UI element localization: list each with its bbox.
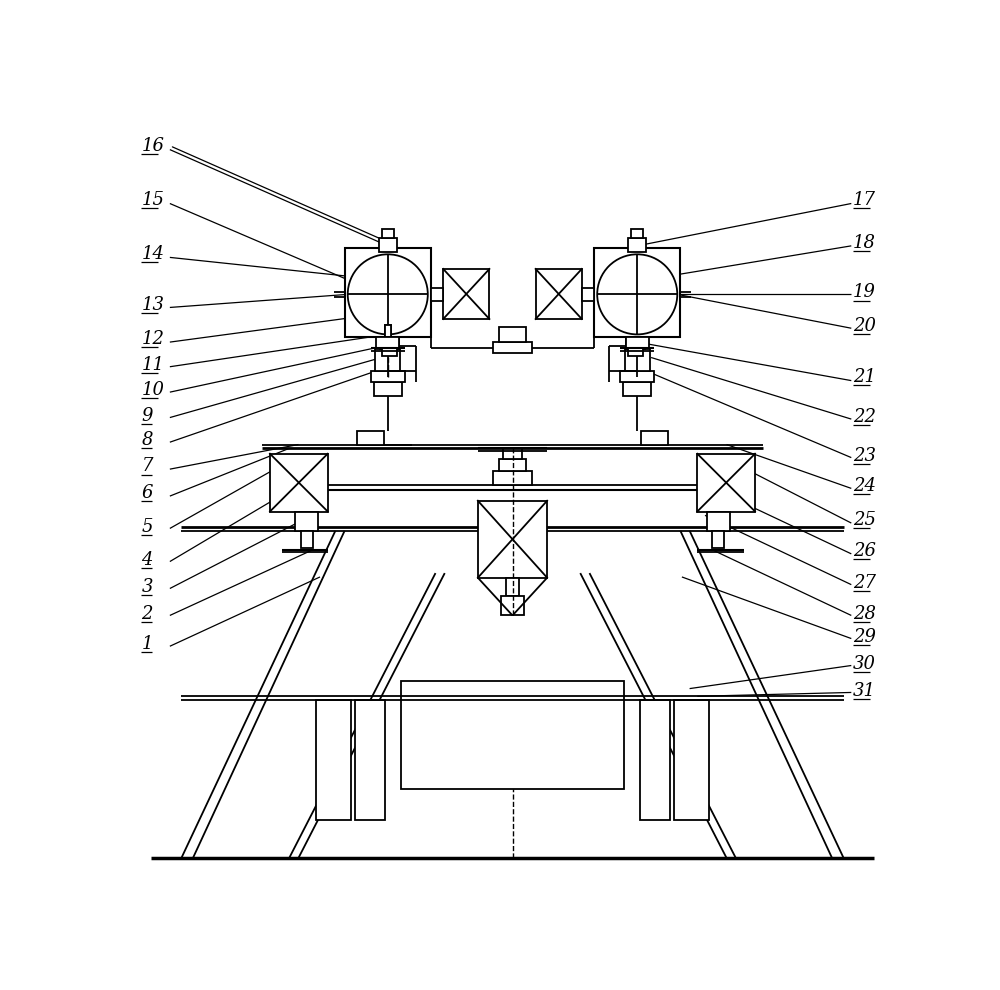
- Text: 16: 16: [141, 138, 164, 155]
- Bar: [625, 349, 650, 370]
- Bar: [674, 700, 709, 820]
- Text: 6: 6: [141, 484, 153, 502]
- Bar: [316, 700, 351, 820]
- Bar: [506, 578, 519, 596]
- Text: 27: 27: [853, 574, 876, 592]
- Bar: [707, 512, 730, 531]
- Text: 11: 11: [141, 355, 164, 374]
- Text: 7: 7: [141, 457, 153, 475]
- Bar: [712, 531, 724, 548]
- Text: 8: 8: [141, 432, 153, 449]
- Bar: [431, 288, 443, 301]
- Bar: [382, 229, 394, 239]
- Bar: [628, 239, 646, 252]
- Text: 19: 19: [853, 283, 876, 301]
- Text: 2: 2: [141, 605, 153, 624]
- Bar: [345, 248, 431, 337]
- Text: 24: 24: [853, 477, 876, 495]
- Bar: [641, 431, 668, 445]
- Bar: [379, 239, 397, 252]
- Bar: [640, 700, 670, 820]
- Circle shape: [597, 254, 677, 335]
- Text: 21: 21: [853, 368, 876, 386]
- Bar: [501, 596, 524, 616]
- Text: 30: 30: [853, 654, 876, 672]
- Text: 26: 26: [853, 543, 876, 560]
- Text: 9: 9: [141, 407, 153, 425]
- Bar: [374, 382, 402, 396]
- Bar: [382, 337, 397, 356]
- Text: 31: 31: [853, 681, 876, 700]
- Bar: [355, 700, 385, 820]
- Bar: [623, 382, 651, 396]
- Bar: [503, 448, 522, 459]
- Bar: [620, 370, 654, 382]
- Text: 3: 3: [141, 577, 153, 596]
- Bar: [385, 325, 391, 337]
- Bar: [631, 229, 643, 239]
- Bar: [493, 471, 532, 485]
- Bar: [295, 512, 318, 531]
- Bar: [357, 431, 384, 445]
- Bar: [493, 343, 532, 352]
- Bar: [536, 269, 582, 319]
- Bar: [626, 337, 645, 349]
- Bar: [301, 531, 313, 548]
- Text: 23: 23: [853, 446, 876, 464]
- Text: 5: 5: [141, 518, 153, 536]
- Circle shape: [348, 254, 428, 335]
- Bar: [697, 453, 755, 512]
- Text: 17: 17: [853, 191, 876, 209]
- Text: 13: 13: [141, 296, 164, 314]
- Bar: [499, 459, 526, 471]
- Bar: [401, 681, 624, 789]
- Bar: [594, 248, 680, 337]
- Text: 14: 14: [141, 245, 164, 263]
- Text: 28: 28: [853, 605, 876, 623]
- Text: 15: 15: [141, 191, 164, 209]
- Bar: [371, 370, 405, 382]
- Text: 4: 4: [141, 550, 153, 568]
- Bar: [375, 349, 400, 370]
- Text: 18: 18: [853, 235, 876, 252]
- Bar: [376, 337, 399, 348]
- Bar: [385, 325, 391, 337]
- Bar: [628, 337, 643, 356]
- Text: 29: 29: [853, 628, 876, 645]
- Bar: [443, 269, 489, 319]
- Bar: [582, 288, 594, 301]
- Text: 1: 1: [141, 636, 153, 653]
- Bar: [626, 337, 649, 348]
- Text: 20: 20: [853, 318, 876, 336]
- Bar: [478, 501, 547, 578]
- Text: 10: 10: [141, 381, 164, 399]
- Text: 12: 12: [141, 331, 164, 348]
- Text: 25: 25: [853, 512, 876, 530]
- Bar: [270, 453, 328, 512]
- Text: 22: 22: [853, 408, 876, 426]
- Bar: [499, 327, 526, 343]
- Bar: [380, 337, 399, 349]
